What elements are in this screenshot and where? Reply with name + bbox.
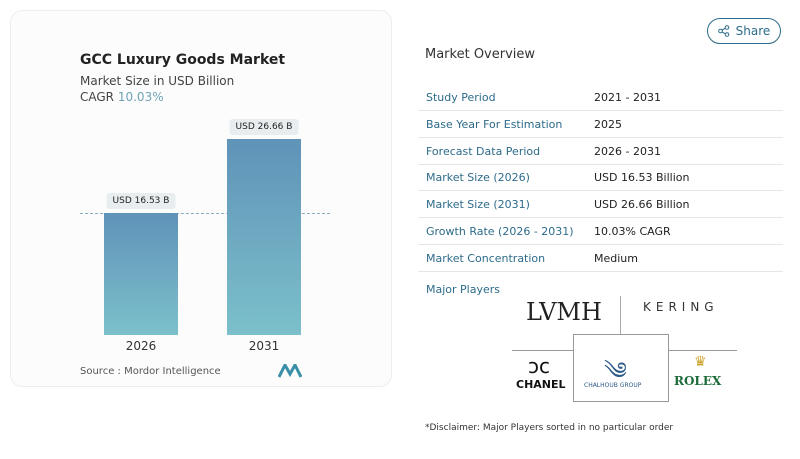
share-button[interactable]: Share — [707, 18, 781, 44]
overview-row: Base Year For Estimation 2025 — [418, 111, 783, 138]
share-icon — [717, 25, 729, 37]
chalhoub-tughra-icon: ༄ — [604, 357, 627, 385]
row-key: Growth Rate (2026 - 2031) — [426, 225, 574, 238]
rolex-crown-icon: ♛ — [694, 354, 707, 370]
overview-row: Market Concentration Medium — [418, 245, 783, 272]
chart-subtitle: Market Size in USD Billion — [80, 74, 235, 88]
mordor-logo-icon — [278, 364, 302, 378]
chart-card — [10, 10, 392, 387]
row-key: Study Period — [426, 91, 496, 104]
x-tick-label: 2031 — [248, 339, 280, 353]
share-label: Share — [735, 24, 771, 38]
x-tick-label: 2026 — [125, 339, 157, 353]
disclaimer: *Disclaimer: Major Players sorted in no … — [425, 423, 674, 433]
cagr-label: CAGR — [80, 90, 115, 104]
chanel-cc-icon: ↄc — [528, 354, 550, 378]
data-label: USD 16.53 B — [106, 193, 176, 210]
chalhoub-logo: CHALHOUB GROUP — [584, 382, 642, 389]
reference-line — [80, 213, 330, 214]
overview-row: Forecast Data Period 2026 - 2031 — [418, 138, 783, 165]
bar-2026 — [104, 213, 178, 335]
overview-row: Study Period 2021 - 2031 — [418, 84, 783, 111]
chanel-logo: CHANEL — [516, 378, 566, 391]
row-value: 2026 - 2031 — [594, 144, 661, 158]
row-value: Medium — [594, 251, 638, 265]
source: Source : Mordor Intelligence — [80, 366, 221, 377]
overview-row: Market Size (2031) USD 26.66 Billion — [418, 191, 783, 219]
overview-row: Market Size (2026) USD 16.53 Billion — [418, 164, 783, 192]
overview-title: Market Overview — [425, 47, 536, 62]
major-players-label: Major Players — [426, 283, 500, 296]
row-value: USD 16.53 Billion — [594, 171, 690, 185]
row-key: Base Year For Estimation — [426, 117, 563, 131]
kering-logo: KERING — [643, 300, 719, 314]
row-value: 2025 — [594, 117, 622, 131]
row-value: 2021 - 2031 — [594, 91, 661, 104]
row-value: USD 26.66 Billion — [594, 198, 690, 212]
chart-title: GCC Luxury Goods Market — [80, 52, 286, 68]
row-key: Market Size (2026) — [426, 171, 530, 185]
row-key: Market Size (2031) — [426, 198, 530, 212]
data-label: USD 26.66 B — [229, 119, 299, 135]
cagr: CAGR 10.03% — [80, 90, 164, 104]
row-key: Forecast Data Period — [426, 144, 541, 158]
overview-row: Growth Rate (2026 - 2031) 10.03% CAGR — [418, 218, 783, 245]
row-value: 10.03% CAGR — [594, 225, 671, 238]
players-logos: LVMH KERING ↄc CHANEL ༄ CHALHOUB GROUP ♛… — [512, 290, 737, 402]
bar-2031 — [227, 139, 301, 335]
lvmh-logo: LVMH — [526, 298, 602, 326]
cagr-value: 10.03% — [117, 90, 164, 104]
row-key: Market Concentration — [426, 251, 546, 265]
rolex-logo: ROLEX — [674, 374, 722, 388]
